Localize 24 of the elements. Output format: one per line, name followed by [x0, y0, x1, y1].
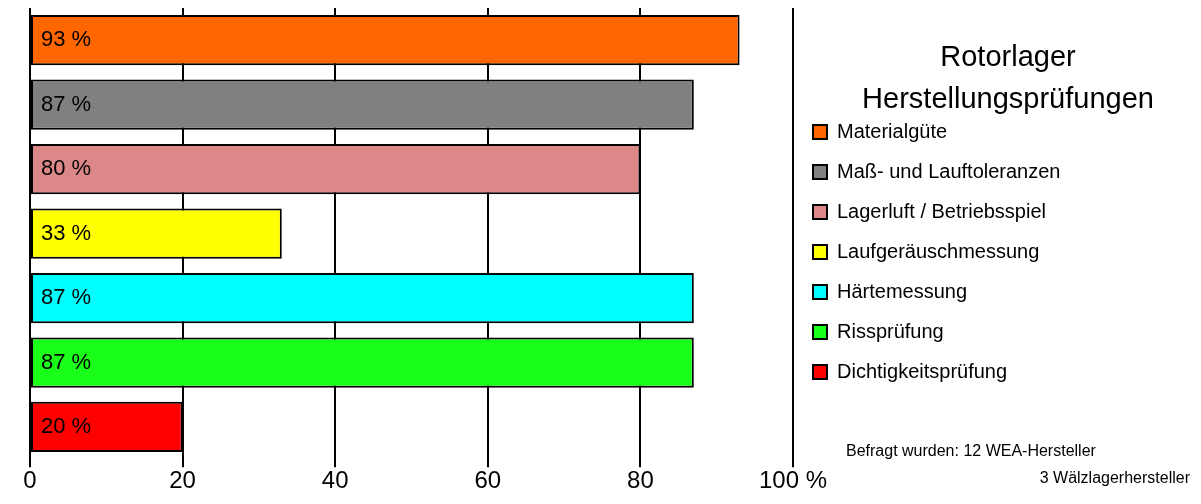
data-label: 87 %	[41, 348, 92, 374]
x-tick-label: 20	[169, 466, 196, 494]
legend-label: Härtemessung	[837, 279, 968, 302]
x-tick-label: 40	[321, 466, 349, 494]
text: Herstellungsprüfungen	[862, 82, 1154, 114]
legend-label: Dichtigkeitsprüfung	[837, 359, 1008, 382]
text: Rotorlager	[940, 40, 1077, 72]
text: 3 Wälzlagerhersteller	[1039, 469, 1191, 487]
legend-label: Laufgeräuschmessung	[837, 239, 1040, 262]
x-tick-label: 60	[474, 466, 502, 494]
data-label: 87 %	[41, 90, 92, 116]
legend-label: Lagerluft / Betriebsspiel	[837, 199, 1047, 222]
data-label: 80 %	[41, 155, 92, 181]
data-label: 87 %	[41, 284, 92, 310]
data-label: 20 %	[41, 413, 92, 439]
legend-label: Materialgüte	[837, 119, 948, 142]
data-label: 33 %	[41, 219, 92, 245]
legend-label: Rissprüfung	[837, 319, 944, 342]
x-tick-label: 80	[627, 466, 654, 494]
x-tick-label: 100 %	[758, 466, 828, 494]
legend-label: Maß- und Lauftoleranzen	[837, 159, 1061, 182]
data-label: 93 %	[41, 26, 92, 52]
x-tick-label: 0	[23, 466, 37, 494]
text: Befragt wurden: 12 WEA-Hersteller	[846, 442, 1097, 460]
